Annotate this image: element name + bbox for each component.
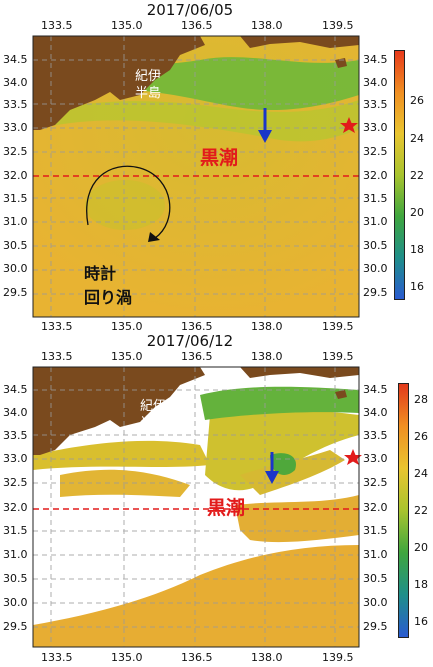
y-tick-left: 34.5 <box>3 53 28 66</box>
y-tick-left: 32.0 <box>3 169 28 182</box>
sst-map-panel-2017-06-05: 2017/06/05 133.5 135.0 136.5 138.0 139.5 <box>3 1 424 333</box>
y-tick-right: 30.0 <box>363 262 388 275</box>
colorbar <box>398 383 409 638</box>
x-tick-top: 136.5 <box>181 350 213 363</box>
x-tick-top: 136.5 <box>181 19 213 32</box>
x-tick-top: 138.0 <box>251 350 283 363</box>
y-tick-right: 33.5 <box>363 429 388 442</box>
y-tick-left: 33.0 <box>3 452 28 465</box>
y-tick-right: 34.5 <box>363 383 388 396</box>
y-tick-left: 33.5 <box>3 429 28 442</box>
y-tick-right: 29.5 <box>363 286 388 299</box>
y-tick-right: 32.0 <box>363 169 388 182</box>
y-tick-left: 34.0 <box>3 76 28 89</box>
y-tick-right: 32.5 <box>363 476 388 489</box>
clockwise-eddy-label: 時計 回り渦 <box>84 264 133 307</box>
y-tick-right: 29.5 <box>363 620 388 633</box>
colorbar-tick: 18 <box>414 578 428 591</box>
x-tick-bottom: 138.0 <box>251 651 283 664</box>
y-tick-left: 30.0 <box>3 596 28 609</box>
panel-title: 2017/06/05 <box>146 1 234 19</box>
colorbar-tick: 24 <box>410 132 424 145</box>
panel-title: 2017/06/12 <box>146 332 234 350</box>
x-tick-bottom: 138.0 <box>251 320 283 333</box>
colorbar-tick: 28 <box>414 393 428 406</box>
x-tick-bottom: 133.5 <box>41 320 73 333</box>
y-tick-left: 31.0 <box>3 215 28 228</box>
y-tick-right: 31.0 <box>363 215 388 228</box>
y-tick-left: 30.0 <box>3 262 28 275</box>
colorbar-tick: 20 <box>410 206 424 219</box>
kii-peninsula-label: 紀伊 半島 <box>135 69 162 101</box>
x-tick-top: 138.0 <box>251 19 283 32</box>
x-tick-top: 139.5 <box>322 350 354 363</box>
y-tick-right: 34.0 <box>363 76 388 89</box>
y-tick-right: 34.0 <box>363 406 388 419</box>
colorbar-tick: 22 <box>414 504 428 517</box>
y-tick-right: 34.5 <box>363 53 388 66</box>
y-tick-left: 32.0 <box>3 501 28 514</box>
y-tick-right: 32.0 <box>363 501 388 514</box>
colorbar-tick: 16 <box>414 615 428 628</box>
kuroshio-label: 黒潮 <box>207 497 246 519</box>
x-tick-top: 135.0 <box>111 19 143 32</box>
y-tick-right: 30.0 <box>363 596 388 609</box>
red-star-icon <box>340 117 358 133</box>
sst-map <box>32 35 360 318</box>
y-tick-left: 29.5 <box>3 620 28 633</box>
y-tick-right: 30.5 <box>363 239 388 252</box>
y-tick-right: 30.5 <box>363 572 388 585</box>
red-star-icon <box>344 449 362 465</box>
colorbar-tick: 16 <box>410 280 424 293</box>
y-tick-right: 31.5 <box>363 192 388 205</box>
y-tick-right: 33.0 <box>363 452 388 465</box>
y-tick-left: 32.5 <box>3 476 28 489</box>
sst-map <box>32 366 362 648</box>
x-tick-bottom: 133.5 <box>41 651 73 664</box>
x-tick-top: 133.5 <box>41 19 73 32</box>
colorbar-tick: 22 <box>410 169 424 182</box>
y-tick-right: 31.0 <box>363 548 388 561</box>
x-tick-bottom: 139.5 <box>322 651 354 664</box>
y-tick-left: 34.5 <box>3 383 28 396</box>
y-tick-left: 31.0 <box>3 548 28 561</box>
y-tick-left: 33.5 <box>3 98 28 111</box>
y-tick-left: 34.0 <box>3 406 28 419</box>
y-tick-left: 32.5 <box>3 145 28 158</box>
y-tick-left: 30.5 <box>3 239 28 252</box>
sst-map-panel-2017-06-12: 2017/06/12 133.5 135.0 136.5 138.0 139.5 <box>0 332 433 667</box>
y-tick-right: 33.5 <box>363 98 388 111</box>
colorbar-tick: 26 <box>410 94 424 107</box>
x-tick-bottom: 135.0 <box>111 651 143 664</box>
kuroshio-label: 黒潮 <box>200 147 239 169</box>
kii-peninsula-label: 紀伊 半島 <box>140 399 167 431</box>
x-tick-bottom: 135.0 <box>111 320 143 333</box>
colorbar-tick: 20 <box>414 541 428 554</box>
y-tick-right: 32.5 <box>363 145 388 158</box>
y-tick-right: 33.0 <box>363 121 388 134</box>
colorbar-tick: 18 <box>410 243 424 256</box>
x-tick-bottom: 136.5 <box>181 651 213 664</box>
colorbar-tick: 26 <box>414 430 428 443</box>
x-tick-top: 139.5 <box>322 19 354 32</box>
clockwise-eddy-arrow <box>86 165 171 239</box>
x-tick-bottom: 139.5 <box>322 320 354 333</box>
x-tick-top: 133.5 <box>41 350 73 363</box>
y-tick-right: 31.5 <box>363 524 388 537</box>
y-tick-left: 30.5 <box>3 572 28 585</box>
x-tick-bottom: 136.5 <box>181 320 213 333</box>
colorbar-tick: 24 <box>414 467 428 480</box>
y-tick-left: 33.0 <box>3 121 28 134</box>
colorbar <box>394 50 405 300</box>
x-tick-top: 135.0 <box>111 350 143 363</box>
y-tick-left: 31.5 <box>3 192 28 205</box>
y-tick-left: 29.5 <box>3 286 28 299</box>
y-tick-left: 31.5 <box>3 524 28 537</box>
